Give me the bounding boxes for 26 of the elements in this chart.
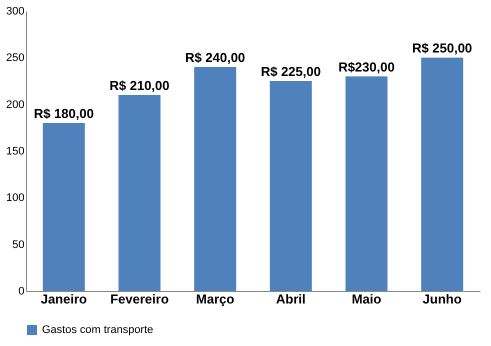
text: R$ 240,00: [185, 50, 246, 65]
y-tick-label: 50: [12, 238, 24, 251]
y-tick-label: 300: [6, 6, 24, 18]
x-tick-label: Junho: [422, 292, 462, 306]
bar: [194, 67, 236, 291]
text: R$230,00: [338, 59, 395, 74]
bar: [421, 58, 464, 291]
x-tick-label: Maio: [352, 292, 382, 306]
bar: [42, 123, 85, 291]
bar: [346, 76, 388, 291]
text: R$ 180,00: [34, 106, 94, 121]
y-tick-label: 100: [6, 192, 24, 204]
text: R$ 250,00: [412, 40, 472, 56]
text: R$ 210,00: [110, 78, 170, 93]
bar: [118, 95, 160, 291]
x-tick-label: Abril: [276, 292, 306, 306]
legend-label: Gastos com transporte: [42, 324, 154, 336]
x-tick-label: Fevereiro: [110, 292, 169, 306]
y-tick-label: 200: [6, 98, 24, 111]
bar: [270, 81, 312, 291]
x-tick-label: Janeiro: [40, 292, 88, 306]
text: R$ 225,00: [260, 64, 321, 79]
y-tick-label: 0: [18, 286, 24, 298]
x-tick-label: Março: [196, 292, 234, 306]
y-tick-label: 150: [6, 146, 24, 158]
y-tick-label: 250: [6, 52, 24, 64]
